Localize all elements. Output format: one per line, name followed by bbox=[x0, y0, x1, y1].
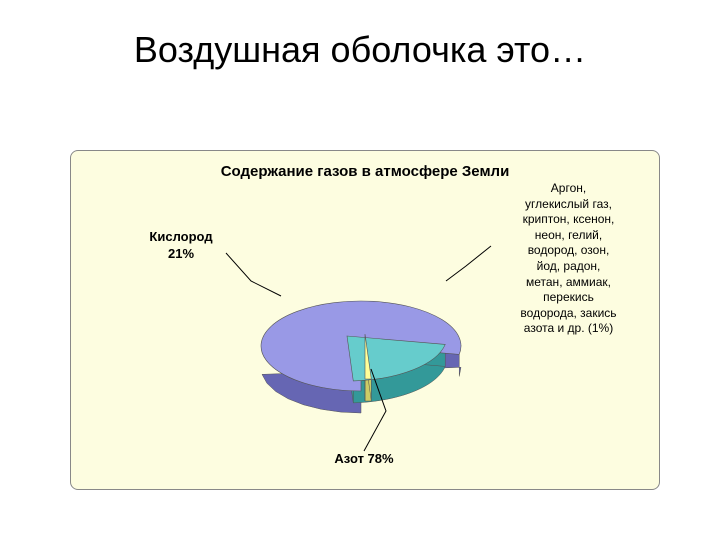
page-title: Воздушная оболочка это… bbox=[0, 0, 720, 71]
chart-panel: Содержание газов в атмосфере Земли Кисло… bbox=[70, 150, 660, 490]
label-other: Аргон, углекислый газ, криптон, ксенон, … bbox=[491, 181, 646, 337]
pie-chart bbox=[231, 266, 451, 386]
chart-title: Содержание газов в атмосфере Земли bbox=[71, 151, 659, 180]
label-nitrogen: Азот 78% bbox=[319, 451, 409, 468]
label-oxygen: Кислород 21% bbox=[136, 229, 226, 263]
